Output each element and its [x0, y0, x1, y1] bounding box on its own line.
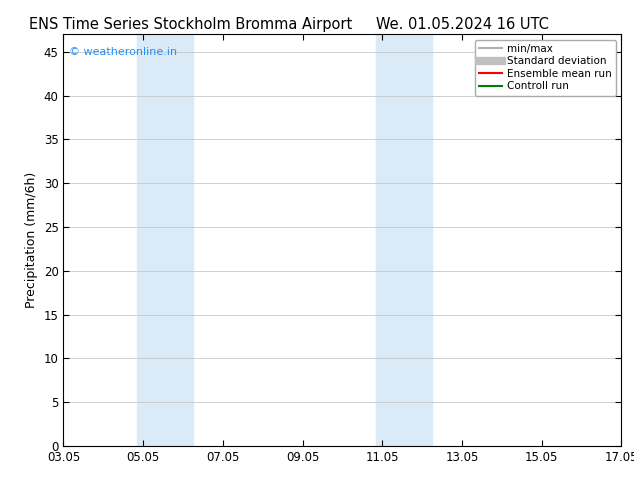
Y-axis label: Precipitation (mm/6h): Precipitation (mm/6h) [25, 172, 38, 308]
Bar [376, 34, 432, 446]
Bar [137, 34, 193, 446]
Text: © weatheronline.in: © weatheronline.in [69, 47, 177, 57]
Legend: min/max, Standard deviation, Ensemble mean run, Controll run: min/max, Standard deviation, Ensemble me… [475, 40, 616, 96]
Text: We. 01.05.2024 16 UTC: We. 01.05.2024 16 UTC [377, 17, 549, 32]
Text: ENS Time Series Stockholm Bromma Airport: ENS Time Series Stockholm Bromma Airport [29, 17, 352, 32]
